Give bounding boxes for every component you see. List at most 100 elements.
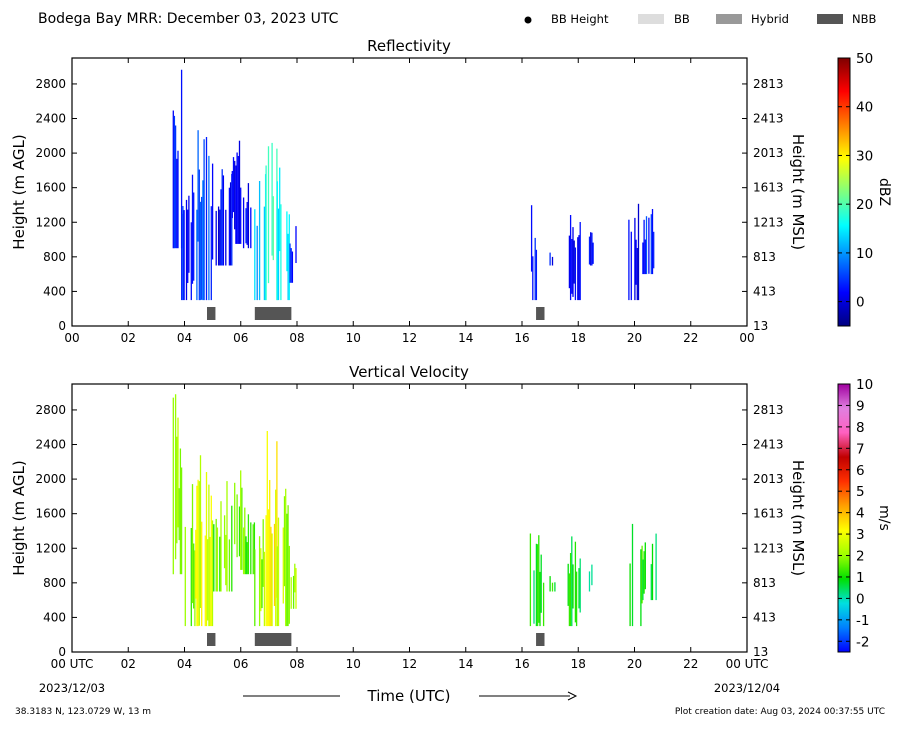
colorbar-tick-label: 4	[856, 506, 865, 522]
y-tick-label-right: 413	[753, 284, 776, 298]
x-tick-label: 16	[514, 657, 529, 671]
x-tick-label: 12	[402, 657, 417, 671]
nbb-bar	[207, 307, 216, 320]
legend-label-hybrid: Hybrid	[751, 12, 789, 26]
reflectivity-colorbar-label: dBZ	[876, 178, 892, 206]
time-axis-arrowhead-icon	[567, 691, 578, 701]
figure-title: Bodega Bay MRR: December 03, 2023 UTC	[38, 11, 339, 27]
y-tick-label: 2400	[35, 438, 66, 452]
legend-label-bb: BB	[674, 12, 690, 26]
reflectivity-panel: Reflectivity 00 02 04 06 08 10 12 14 16 18 20 22 000…	[10, 37, 892, 345]
nbb-legend-swatch	[817, 14, 843, 24]
location-text: 38.3183 N, 123.0729 W, 13 m	[15, 707, 151, 717]
y-tick-label: 400	[43, 284, 66, 298]
colorbar-tick-label: 50	[856, 51, 873, 67]
colorbar-tick-label: 7	[856, 441, 865, 457]
nbb-bar	[254, 307, 292, 320]
x-tick-label: 08	[289, 657, 304, 671]
x-tick-label: 04	[177, 657, 192, 671]
y-tick-label: 1600	[35, 507, 66, 521]
vertical-velocity-frame	[71, 383, 748, 653]
legend-label-nbb: NBB	[852, 12, 876, 26]
creation-date-text: Plot creation date: Aug 03, 2024 00:37:5…	[675, 707, 885, 717]
y-tick-label: 400	[43, 610, 66, 624]
colorbar-gradient	[837, 383, 851, 653]
colorbar-tick-label: 0	[856, 591, 865, 607]
y-tick-label-right: 2013	[753, 146, 784, 160]
bb-legend-swatch	[638, 14, 664, 24]
colorbar-tick-label: 10	[856, 246, 873, 262]
panel-title-vertical-velocity: Vertical Velocity	[349, 363, 469, 381]
x-tick-label: 22	[683, 331, 698, 345]
y-tick-label: 2800	[35, 403, 66, 417]
legend-label-bb-height: BB Height	[551, 12, 609, 26]
colorbar-tick-label: 0	[856, 295, 865, 311]
y-tick-label: 0	[58, 645, 66, 659]
header-legend: BB Height BB Hybrid NBB	[524, 12, 876, 26]
x-tick-label: 00 UTC	[51, 657, 94, 671]
colorbar-tick-label: 3	[856, 527, 865, 543]
y-tick-label-right: 2413	[753, 438, 784, 452]
x-tick-label: 12	[402, 331, 417, 345]
vertical-velocity-ylabel-left: Height (m AGL)	[10, 460, 28, 575]
date-start-label: 2023/12/03	[39, 681, 105, 695]
x-tick-label: 14	[458, 657, 473, 671]
colorbar-gradient	[837, 57, 851, 327]
x-tick-label: 16	[514, 331, 529, 345]
y-tick-label-right: 413	[753, 610, 776, 624]
panel-title-reflectivity: Reflectivity	[367, 37, 451, 55]
reflectivity-ylabel-left: Height (m AGL)	[10, 134, 28, 249]
nbb-bar	[536, 307, 545, 320]
reflectivity-ylabel-right: Height (m MSL)	[789, 134, 807, 250]
x-tick-label: 06	[233, 331, 248, 345]
colorbar-tick-label: 9	[856, 398, 865, 414]
y-tick-label: 800	[43, 576, 66, 590]
colorbar-tick-label: 8	[856, 420, 865, 436]
y-tick-label: 2800	[35, 77, 66, 91]
x-tick-label: 00	[739, 331, 754, 345]
vertical-velocity-ylabel-right: Height (m MSL)	[789, 460, 807, 576]
y-tick-label: 0	[58, 319, 66, 333]
colorbar-tick-label: 10	[856, 377, 873, 393]
y-tick-label: 2000	[35, 472, 66, 486]
colorbar-tick-label: 30	[856, 148, 873, 164]
colorbar-tick-label: -2	[856, 634, 869, 650]
y-tick-label-right: 1213	[753, 541, 784, 555]
x-tick-label: 20	[627, 331, 642, 345]
x-tick-label: 04	[177, 331, 192, 345]
nbb-bar	[207, 633, 216, 646]
x-tick-label: 22	[683, 657, 698, 671]
y-tick-label-right: 813	[753, 576, 776, 590]
y-tick-label-right: 2013	[753, 472, 784, 486]
x-tick-label: 02	[121, 657, 136, 671]
nbb-bar	[254, 633, 292, 646]
x-tick-label: 00	[64, 331, 79, 345]
colorbar-tick-label: 6	[856, 463, 865, 479]
colorbar-tick-label: 20	[856, 197, 873, 213]
y-tick-label: 1600	[35, 181, 66, 195]
reflectivity-colorbar: 0 10 20 30 40 50	[837, 51, 873, 327]
x-tick-label: 18	[571, 657, 586, 671]
colorbar-tick-label: 5	[856, 484, 865, 500]
x-tick-label: 20	[627, 657, 642, 671]
bb-height-legend-marker	[524, 16, 532, 24]
y-tick-label: 1200	[35, 215, 66, 229]
y-tick-label-right: 2813	[753, 77, 784, 91]
vertical-velocity-colorbar: -2 -1 0 1 2 3 4 5 6 7 8 9 10	[837, 377, 873, 653]
y-tick-label-right: 1613	[753, 181, 784, 195]
y-tick-label: 2400	[35, 112, 66, 126]
y-tick-label-right: 2813	[753, 403, 784, 417]
y-tick-label-right: 13	[753, 319, 768, 333]
x-tick-label: 10	[346, 657, 361, 671]
colorbar-tick-label: 1	[856, 570, 865, 586]
x-tick-label: 00 UTC	[726, 657, 769, 671]
y-tick-label-right: 1613	[753, 507, 784, 521]
reflectivity-frame	[71, 57, 748, 327]
x-tick-label: 02	[121, 331, 136, 345]
hybrid-legend-swatch	[716, 14, 742, 24]
y-tick-label-right: 2413	[753, 112, 784, 126]
y-tick-label: 1200	[35, 541, 66, 555]
